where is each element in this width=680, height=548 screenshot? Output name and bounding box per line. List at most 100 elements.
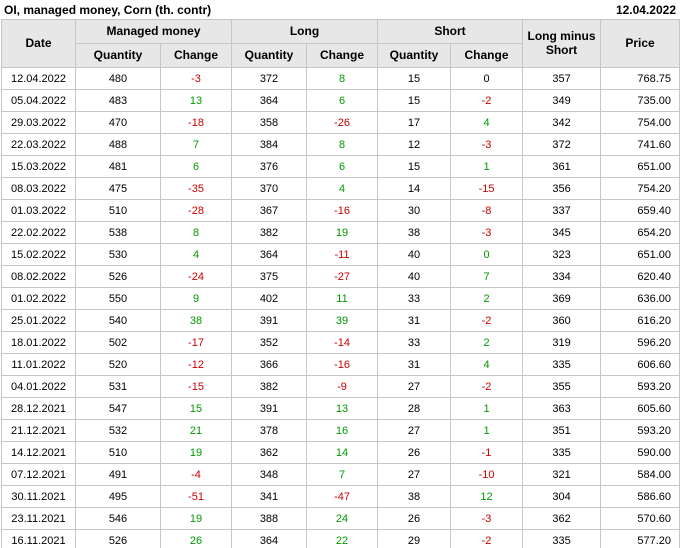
long-change-cell: -26	[305, 111, 379, 134]
mm-quantity-cell: 475	[75, 177, 161, 200]
long-quantity-cell: 372	[231, 67, 307, 90]
table-row: 08.02.2022 526 -24 375 -27 40 7 334 620.40	[1, 265, 680, 288]
mm-quantity-cell: 530	[75, 243, 161, 266]
long-quantity-cell: 391	[231, 309, 307, 332]
mm-change-cell: 21	[160, 419, 232, 442]
mm-quantity-cell: 520	[75, 353, 161, 376]
col-header-managed-money: Managed money	[75, 19, 232, 44]
short-change-cell: -10	[450, 463, 524, 486]
long-change-cell: 6	[305, 155, 379, 178]
date-cell: 08.02.2022	[1, 265, 76, 288]
long-quantity-cell: 364	[231, 529, 307, 548]
table-row: 28.12.2021 547 15 391 13 28 1 363 605.60	[1, 397, 680, 420]
short-quantity-cell: 31	[377, 309, 452, 332]
short-change-cell: 1	[450, 419, 524, 442]
mm-quantity-cell: 488	[75, 133, 161, 156]
long-change-cell: 7	[305, 463, 379, 486]
mm-quantity-cell: 538	[75, 221, 161, 244]
short-quantity-cell: 15	[377, 89, 452, 112]
mm-quantity-cell: 550	[75, 287, 161, 310]
price-cell: 741.60	[600, 133, 680, 156]
mm-quantity-cell: 495	[75, 485, 161, 508]
long-quantity-cell: 367	[231, 199, 307, 222]
short-quantity-cell: 38	[377, 485, 452, 508]
long-quantity-cell: 362	[231, 441, 307, 464]
price-cell: 754.00	[600, 111, 680, 134]
mm-quantity-cell: 526	[75, 265, 161, 288]
mm-change-cell: 13	[160, 89, 232, 112]
date-cell: 22.03.2022	[1, 133, 76, 156]
long-change-cell: 39	[305, 309, 379, 332]
col-subheader-long-change: Change	[305, 43, 379, 68]
col-subheader-short-quantity: Quantity	[377, 43, 452, 68]
table-row: 15.03.2022 481 6 376 6 15 1 361 651.00	[1, 155, 680, 178]
table-row: 23.11.2021 546 19 388 24 26 -3 362 570.60	[1, 507, 680, 530]
mm-change-cell: -4	[160, 463, 232, 486]
date-cell: 11.01.2022	[1, 353, 76, 376]
long-quantity-cell: 382	[231, 375, 307, 398]
table-row: 05.04.2022 483 13 364 6 15 -2 349 735.00	[1, 89, 680, 112]
table-row: 04.01.2022 531 -15 382 -9 27 -2 355 593.20	[1, 375, 680, 398]
long-quantity-cell: 376	[231, 155, 307, 178]
mm-quantity-cell: 480	[75, 67, 161, 90]
long-change-cell: 11	[305, 287, 379, 310]
table-row: 14.12.2021 510 19 362 14 26 -1 335 590.00	[1, 441, 680, 464]
mm-quantity-cell: 491	[75, 463, 161, 486]
long-change-cell: 14	[305, 441, 379, 464]
mm-change-cell: -15	[160, 375, 232, 398]
mm-quantity-cell: 540	[75, 309, 161, 332]
price-cell: 586.60	[600, 485, 680, 508]
mm-change-cell: 19	[160, 507, 232, 530]
mm-change-cell: 7	[160, 133, 232, 156]
date-cell: 01.02.2022	[1, 287, 76, 310]
short-quantity-cell: 31	[377, 353, 452, 376]
long-minus-short-cell: 357	[522, 67, 602, 90]
short-quantity-cell: 26	[377, 507, 452, 530]
table-row: 08.03.2022 475 -35 370 4 14 -15 356 754.20	[1, 177, 680, 200]
long-change-cell: 16	[305, 419, 379, 442]
price-cell: 593.20	[600, 419, 680, 442]
mm-change-cell: -17	[160, 331, 232, 354]
col-subheader-long-quantity: Quantity	[231, 43, 307, 68]
date-cell: 08.03.2022	[1, 177, 76, 200]
long-change-cell: 13	[305, 397, 379, 420]
long-change-cell: -14	[305, 331, 379, 354]
short-quantity-cell: 29	[377, 529, 452, 548]
price-cell: 596.20	[600, 331, 680, 354]
date-cell: 30.11.2021	[1, 485, 76, 508]
long-change-cell: 6	[305, 89, 379, 112]
long-minus-short-cell: 304	[522, 485, 602, 508]
long-change-cell: 4	[305, 177, 379, 200]
short-change-cell: -2	[450, 375, 524, 398]
short-change-cell: 4	[450, 111, 524, 134]
page-title: OI, managed money, Corn (th. contr)	[4, 3, 212, 17]
long-minus-short-cell: 345	[522, 221, 602, 244]
long-change-cell: -27	[305, 265, 379, 288]
long-minus-short-cell: 369	[522, 287, 602, 310]
mm-change-cell: -51	[160, 485, 232, 508]
table-row: 16.11.2021 526 26 364 22 29 -2 335 577.20	[1, 529, 680, 548]
date-cell: 04.01.2022	[1, 375, 76, 398]
short-change-cell: -15	[450, 177, 524, 200]
date-cell: 12.04.2022	[1, 67, 76, 90]
mm-change-cell: -12	[160, 353, 232, 376]
short-quantity-cell: 40	[377, 265, 452, 288]
short-change-cell: -3	[450, 221, 524, 244]
price-cell: 577.20	[600, 529, 680, 548]
table-body: 12.04.2022 480 -3 372 8 15 0 357 768.75 05.04.202…	[1, 67, 680, 548]
col-header-long: Long	[230, 19, 379, 44]
mm-change-cell: -3	[160, 67, 232, 90]
short-change-cell: 1	[450, 155, 524, 178]
table-header: Date Managed money Long Short Long minus…	[1, 19, 680, 68]
long-change-cell: -16	[305, 353, 379, 376]
long-change-cell: 8	[305, 133, 379, 156]
long-minus-short-cell: 356	[522, 177, 602, 200]
mm-quantity-cell: 531	[75, 375, 161, 398]
price-cell: 590.00	[600, 441, 680, 464]
short-quantity-cell: 33	[377, 331, 452, 354]
short-change-cell: -2	[450, 89, 524, 112]
long-change-cell: -47	[305, 485, 379, 508]
mm-quantity-cell: 502	[75, 331, 161, 354]
short-quantity-cell: 27	[377, 375, 452, 398]
